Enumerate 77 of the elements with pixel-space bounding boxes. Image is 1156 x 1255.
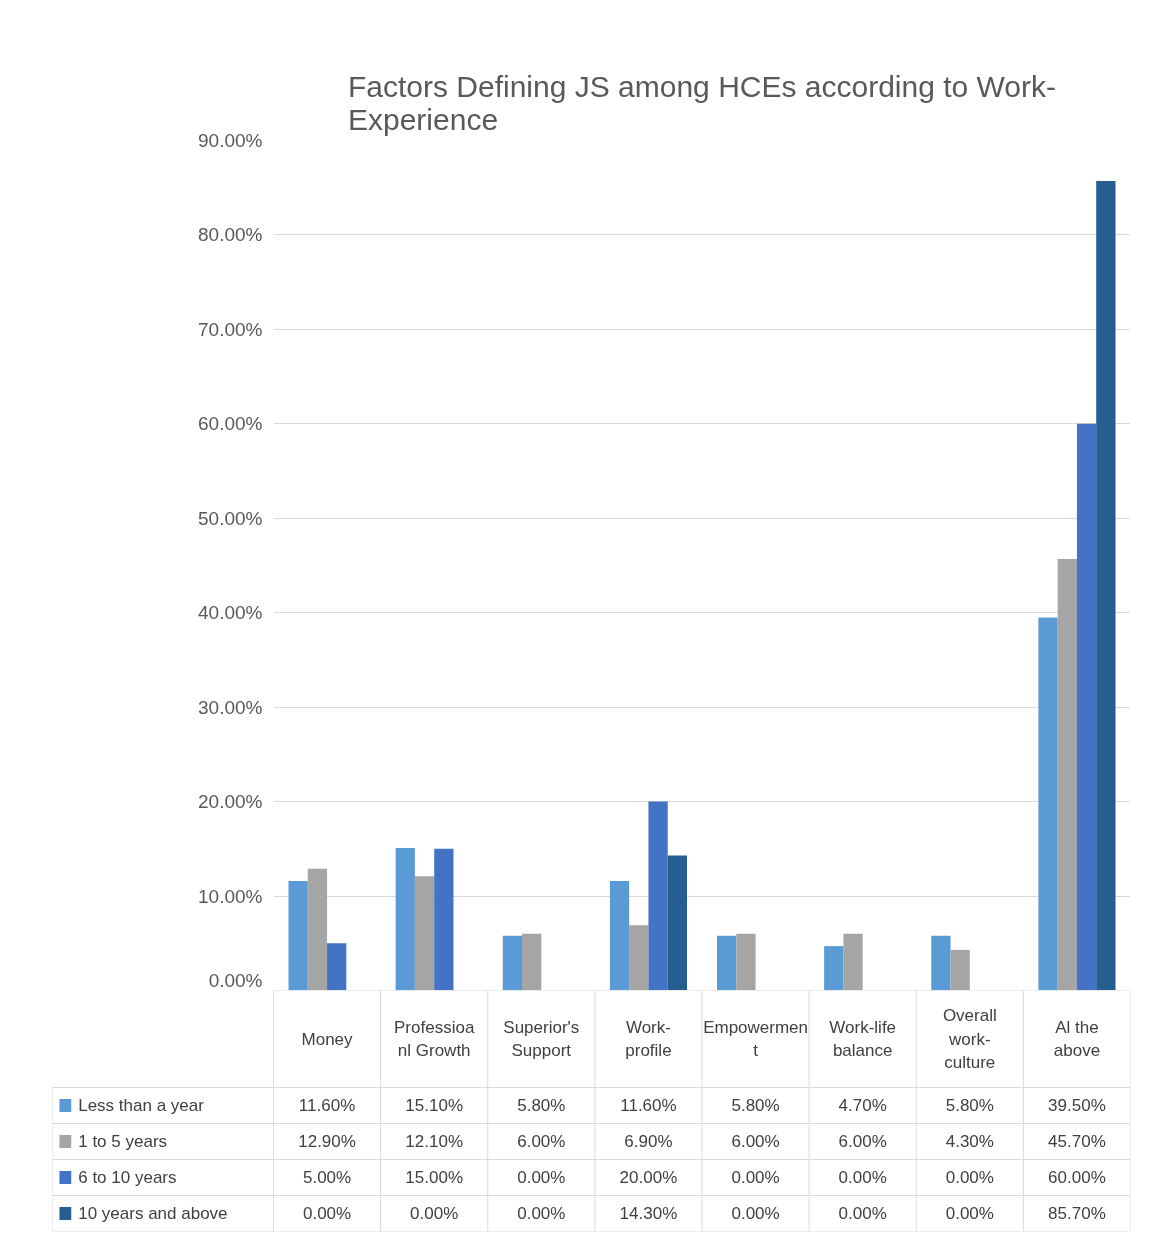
bar [824, 946, 844, 990]
data-label: 5.00% [302, 1168, 352, 1187]
bar [1096, 181, 1116, 990]
bar [648, 801, 668, 990]
data-label: 6.90% [624, 1132, 673, 1151]
data-label: 6.00% [517, 1132, 566, 1151]
data-label: 0.00% [410, 1204, 459, 1223]
y-tick-label: 80.00% [198, 224, 263, 246]
bar [1057, 558, 1077, 990]
bar [522, 933, 542, 990]
data-label: 15.10% [405, 1096, 464, 1115]
data-label: 6.00% [731, 1132, 780, 1151]
x-tick-label: Al the above [1053, 1017, 1101, 1061]
data-label: 0.00% [517, 1204, 566, 1223]
data-label: 6.00% [838, 1132, 887, 1151]
data-label: 15.00% [405, 1168, 464, 1187]
y-tick-label: 10.00% [198, 885, 263, 907]
legend-label: Less than a year [78, 1096, 205, 1115]
bar [667, 855, 687, 990]
bar [307, 868, 328, 990]
y-tick-label: 0.00% [208, 969, 263, 991]
y-tick-label: 70.00% [198, 318, 263, 340]
data-label: 4.70% [838, 1096, 887, 1115]
data-label: 11.60% [298, 1096, 356, 1115]
data-label: 4.30% [945, 1132, 994, 1151]
data-label: 5.80% [945, 1096, 994, 1115]
data-label: 0.00% [838, 1168, 887, 1187]
bar [414, 876, 435, 990]
bar [717, 935, 737, 990]
bar [609, 880, 630, 990]
y-tick-label: 90.00% [198, 130, 263, 151]
bar [395, 847, 415, 990]
data-label: 0.00% [517, 1168, 566, 1187]
bar [843, 933, 863, 990]
x-tick-label: Overall work-culture [942, 1005, 997, 1073]
data-label: 0.00% [838, 1204, 887, 1223]
data-label: 0.00% [945, 1168, 994, 1187]
x-tick-label: Professioanl Growth [394, 1017, 475, 1061]
data-label: 12.10% [405, 1132, 464, 1151]
data-label: 0.00% [731, 1204, 780, 1223]
chart-title: Factors Defining JS among HCEs according to Work-Experience [347, 69, 1057, 136]
x-tick-label: Superior's Support [503, 1017, 580, 1061]
x-tick-label: Empowerment [703, 1017, 808, 1061]
bar [288, 880, 308, 990]
y-tick-label: 20.00% [198, 791, 263, 813]
x-tick-label: Work-life balance [829, 1017, 897, 1061]
bar [434, 848, 454, 990]
bar [1076, 423, 1097, 990]
y-tick-label: 60.00% [198, 413, 263, 435]
data-label: 12.90% [298, 1132, 356, 1151]
y-tick-label: 40.00% [198, 602, 263, 624]
data-label: 0.00% [945, 1204, 994, 1223]
data-label: 85.70% [1048, 1204, 1106, 1223]
bar [502, 935, 523, 990]
legend-label: 6 to 10 years [78, 1168, 177, 1187]
legend-label: 10 years and above [78, 1204, 228, 1223]
bar [736, 933, 756, 990]
data-label: 5.80% [731, 1096, 780, 1115]
data-label: 0.00% [302, 1204, 352, 1223]
y-tick-label: 50.00% [198, 507, 263, 529]
data-label: 5.80% [517, 1096, 566, 1115]
bar [950, 949, 970, 990]
x-tick-label: Work-profile [625, 1017, 672, 1061]
data-label: 20.00% [619, 1168, 678, 1187]
bar [1038, 617, 1058, 990]
data-label: 45.70% [1048, 1132, 1106, 1151]
legend-label: 1 to 5 years [78, 1132, 168, 1151]
data-label: 0.00% [731, 1168, 780, 1187]
x-tick-label: Money [301, 1029, 354, 1049]
bar [327, 943, 347, 990]
bar [629, 925, 649, 990]
data-label: 60.00% [1048, 1168, 1106, 1187]
data-label: 11.60% [620, 1096, 677, 1115]
data-label: 39.50% [1048, 1096, 1106, 1115]
y-tick-label: 30.00% [198, 696, 263, 718]
bar [931, 935, 951, 990]
data-label: 14.30% [619, 1204, 678, 1223]
